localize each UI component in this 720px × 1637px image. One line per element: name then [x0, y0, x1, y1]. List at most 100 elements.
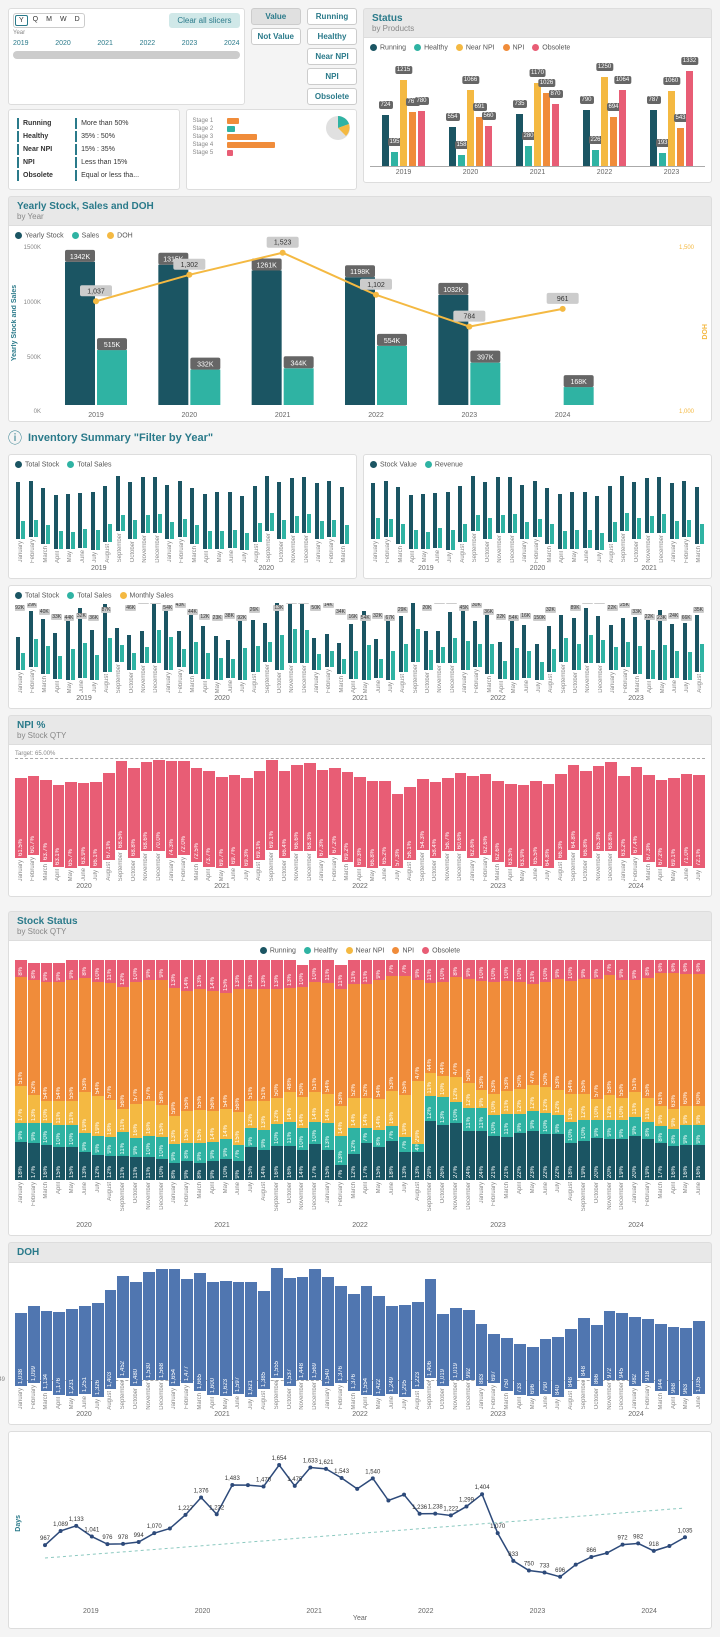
legend-key: Obsolete	[17, 170, 73, 181]
filter-running[interactable]: Running	[307, 8, 357, 25]
legend-val: Less than 15%	[75, 157, 170, 168]
filter-not-value[interactable]: Not Value	[251, 28, 301, 45]
period-Q[interactable]: Q	[30, 15, 41, 26]
clear-slicers-button[interactable]: Clear all slicers	[169, 13, 239, 28]
inv-summary-title: Inventory Summary "Filter by Year"	[28, 432, 213, 444]
panel-c-legend: Total StockTotal SalesMonthly Sales	[15, 592, 705, 599]
filter-obsolete[interactable]: Obsolete	[307, 88, 357, 105]
svg-text:1,621: 1,621	[318, 1460, 334, 1466]
panel-b-legend: Stock ValueRevenue	[370, 461, 705, 468]
svg-text:967: 967	[40, 1537, 51, 1543]
svg-text:833: 833	[508, 1552, 519, 1558]
npi-sub: by Stock QTY	[17, 731, 703, 740]
svg-text:994: 994	[134, 1533, 145, 1539]
svg-text:2023: 2023	[462, 412, 478, 419]
svg-text:1,376: 1,376	[194, 1489, 210, 1495]
svg-text:332K: 332K	[197, 362, 214, 369]
svg-text:1,654: 1,654	[272, 1456, 288, 1462]
filter-near-npi[interactable]: Near NPI	[307, 48, 357, 65]
year-slider[interactable]	[13, 51, 240, 59]
panel-c-chart[interactable]: 92KJanuary29KFebruary40KMarch33KApril44K…	[15, 603, 705, 693]
svg-text:1,236: 1,236	[412, 1505, 428, 1511]
npi-chart: 61.5%January60.7%February63.7%March63.1%…	[15, 761, 705, 881]
svg-text:1,523: 1,523	[274, 240, 292, 247]
yearly-chart: 1342K515K20191315K332K20201261K344K20211…	[45, 245, 675, 415]
status-sub: by Products	[372, 24, 703, 33]
period-label: Year	[13, 30, 240, 36]
info-icon: ⓘ	[8, 428, 22, 448]
ss-sub: by Stock QTY	[17, 927, 703, 936]
period-D[interactable]: D	[72, 15, 83, 26]
filter-healthy[interactable]: Healthy	[307, 28, 357, 45]
svg-text:750: 750	[524, 1562, 535, 1568]
legend-val: More than 50%	[75, 118, 170, 129]
svg-text:1,540: 1,540	[365, 1470, 381, 1476]
svg-text:1,133: 1,133	[69, 1517, 85, 1523]
npi-title: NPI %	[17, 720, 703, 731]
svg-text:733: 733	[540, 1564, 551, 1570]
panel-a-chart[interactable]: JanuaryFebruaryMarchAprilMayJuneJulyAugu…	[15, 473, 350, 563]
legend-val: 35% : 50%	[75, 131, 170, 142]
npi-target: Target: 65.00%	[15, 751, 705, 759]
svg-text:1,238: 1,238	[428, 1505, 444, 1511]
legend-key: Running	[17, 118, 73, 129]
svg-text:866: 866	[586, 1548, 597, 1554]
status-legend: RunningHealthyNear NPINPIObsolete	[370, 44, 705, 51]
status-title: Status	[372, 13, 703, 24]
filter-npi[interactable]: NPI	[307, 68, 357, 85]
line-y-label: Days	[15, 1515, 22, 1532]
line-x-label: Year	[15, 1615, 705, 1622]
svg-text:1,041: 1,041	[84, 1528, 100, 1534]
legend-val: 15% : 35%	[75, 144, 170, 155]
legend-key: Healthy	[17, 131, 73, 142]
svg-text:1,483: 1,483	[225, 1476, 241, 1482]
period-W[interactable]: W	[57, 15, 70, 26]
yearly-title: Yearly Stock, Sales and DOH	[17, 201, 703, 212]
svg-text:344K: 344K	[290, 361, 307, 368]
year-slider-labels: 201920202021202220232024	[13, 40, 240, 47]
svg-text:2019: 2019	[88, 412, 104, 419]
svg-text:2021: 2021	[275, 412, 291, 419]
svg-text:168K: 168K	[570, 379, 587, 386]
filter-value[interactable]: Value	[251, 8, 301, 25]
ss-title: Stock Status	[17, 916, 703, 927]
ss-legend: RunningHealthyNear NPINPIObsolete	[15, 947, 705, 954]
svg-text:397K: 397K	[477, 355, 494, 362]
yearly-sub: by Year	[17, 212, 703, 221]
svg-text:1,633: 1,633	[303, 1459, 319, 1465]
period-M[interactable]: M	[43, 15, 55, 26]
svg-text:2024: 2024	[555, 412, 571, 419]
legend-table: RunningMore than 50%Healthy35% : 50%Near…	[15, 116, 173, 183]
svg-text:696: 696	[555, 1568, 566, 1574]
svg-text:2020: 2020	[182, 412, 198, 419]
panel-b-chart[interactable]: JanuaryFebruaryMarchAprilMayJuneJulyAugu…	[370, 473, 705, 563]
period-buttons: YQMWD	[13, 13, 85, 28]
svg-text:1342K: 1342K	[70, 254, 91, 261]
svg-text:1,035: 1,035	[677, 1529, 693, 1535]
y-left-label: Yearly Stock and Sales	[11, 285, 18, 361]
svg-text:1,222: 1,222	[443, 1507, 459, 1513]
svg-text:2022: 2022	[368, 412, 384, 419]
svg-text:1,543: 1,543	[334, 1469, 350, 1475]
svg-text:1,302: 1,302	[181, 262, 199, 269]
svg-text:1,089: 1,089	[53, 1522, 69, 1528]
doh-title: DOH	[17, 1247, 703, 1258]
panel-a-legend: Total StockTotal Sales	[15, 461, 350, 468]
svg-text:1,404: 1,404	[475, 1486, 491, 1492]
svg-text:982: 982	[633, 1535, 644, 1541]
svg-text:784: 784	[463, 314, 475, 321]
svg-text:976: 976	[102, 1536, 113, 1542]
y-right-label: DOH	[702, 324, 709, 340]
svg-text:918: 918	[649, 1542, 660, 1548]
svg-text:1,227: 1,227	[178, 1506, 194, 1512]
svg-text:515K: 515K	[104, 342, 121, 349]
legend-key: NPI	[17, 157, 73, 168]
period-Y[interactable]: Y	[15, 15, 28, 26]
svg-text:1,299: 1,299	[459, 1498, 475, 1504]
legend-val: Equal or less tha...	[75, 170, 170, 181]
svg-text:978: 978	[118, 1535, 129, 1541]
line-chart: 9671,0891,1331,0419769789941,0701,2271,3…	[35, 1438, 695, 1608]
svg-text:554K: 554K	[384, 338, 401, 345]
svg-text:1198K: 1198K	[350, 270, 370, 277]
svg-text:1,475: 1,475	[287, 1477, 303, 1483]
